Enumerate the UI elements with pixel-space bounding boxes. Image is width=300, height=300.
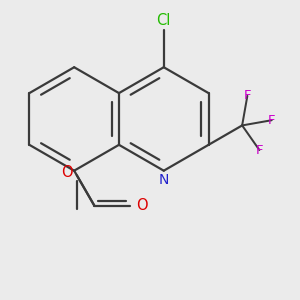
Text: F: F [256, 143, 263, 157]
Text: O: O [136, 198, 147, 213]
Text: Cl: Cl [157, 13, 171, 28]
Text: F: F [244, 89, 251, 102]
Text: N: N [159, 173, 169, 187]
Text: O: O [61, 165, 73, 180]
Text: F: F [268, 114, 275, 127]
